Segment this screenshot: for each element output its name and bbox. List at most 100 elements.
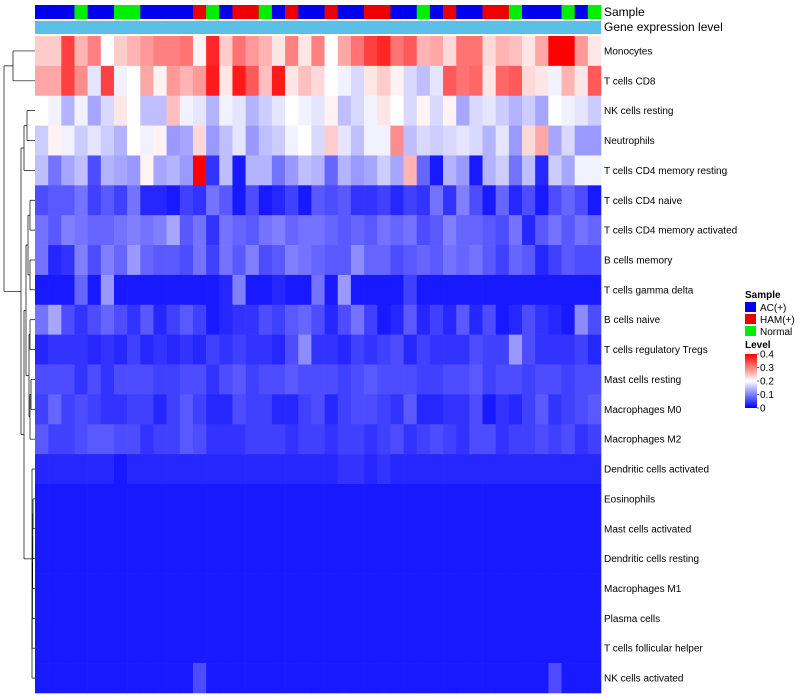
heatmap-cell: [456, 185, 470, 216]
heatmap-cell: [298, 245, 312, 276]
sample-annotation-cell: [311, 5, 325, 19]
heatmap-cell: [522, 513, 536, 544]
heatmap-cell: [416, 36, 431, 67]
heatmap-cell: [245, 543, 260, 574]
heatmap-cell: [35, 603, 49, 634]
sample-annotation-cell: [561, 5, 575, 19]
heatmap-cell: [311, 65, 325, 97]
heatmap-cell: [271, 454, 286, 485]
heatmap-cell: [495, 603, 510, 634]
heatmap-cell: [113, 454, 128, 485]
heatmap-cell: [271, 633, 286, 664]
heatmap-cell: [140, 304, 154, 335]
heatmap-cell: [192, 36, 207, 67]
heatmap-cell: [219, 274, 233, 306]
heatmap-cell: [548, 543, 562, 574]
heatmap-cell: [100, 215, 115, 246]
heatmap-cell: [403, 155, 418, 186]
heatmap-cell: [179, 334, 194, 365]
heatmap-cell: [522, 364, 536, 395]
heatmap-cell: [548, 215, 562, 246]
heatmap-cell: [61, 573, 75, 604]
heatmap-cell: [258, 334, 273, 365]
heatmap-cell: [495, 483, 510, 515]
heatmap-cell: [192, 454, 207, 485]
heatmap-cell: [403, 185, 418, 216]
heatmap-cell: [403, 454, 418, 485]
heatmap-cell: [298, 633, 312, 664]
heatmap-cell: [482, 125, 496, 156]
heatmap-cell: [245, 483, 260, 515]
heatmap-cell: [443, 245, 457, 276]
heatmap-cell: [74, 633, 88, 664]
heatmap-cell: [377, 543, 391, 574]
sample-annotation-cell: [232, 5, 246, 19]
heatmap-cell: [166, 603, 181, 634]
heatmap-cell: [61, 185, 75, 216]
sample-annotation-cell: [140, 5, 154, 19]
heatmap-cell: [574, 633, 589, 664]
heatmap-cell: [482, 36, 496, 67]
heatmap-cell: [364, 185, 378, 216]
heatmap-cell: [574, 394, 589, 425]
heatmap-cell: [298, 95, 312, 126]
heatmap-cell: [324, 483, 339, 515]
heatmap-cell: [574, 573, 589, 604]
heatmap-cell: [561, 573, 575, 604]
heatmap-cell: [429, 543, 444, 574]
sample-annotation-cell: [285, 5, 299, 19]
heatmap-cell: [87, 633, 102, 664]
heatmap-cell: [443, 633, 457, 664]
heatmap-cell: [258, 603, 273, 634]
heatmap-cell: [35, 36, 49, 67]
heatmap-cell: [390, 65, 404, 97]
heatmap-cell: [271, 334, 286, 365]
heatmap-cell: [561, 95, 575, 126]
heatmap-cell: [245, 36, 260, 67]
heatmap-cell: [390, 304, 404, 335]
heatmap-cell: [469, 573, 483, 604]
heatmap-cell: [219, 513, 233, 544]
heatmap-cell: [548, 483, 562, 515]
heatmap-cell: [219, 454, 233, 485]
heatmap-cell: [140, 394, 154, 425]
sample-annotation-cell: [469, 5, 483, 19]
heatmap-cell: [271, 663, 286, 694]
heatmap-cell: [298, 125, 312, 156]
heatmap-cell: [298, 36, 312, 67]
heatmap-cell: [87, 125, 102, 156]
heatmap-cell: [61, 603, 75, 634]
row-label: Neutrophils: [604, 136, 655, 147]
heatmap-cell: [74, 424, 88, 455]
heatmap-cell: [456, 364, 470, 395]
heatmap-cell: [206, 185, 220, 216]
heatmap-cell: [140, 155, 154, 186]
heatmap-cell: [127, 125, 141, 156]
heatmap-cell: [456, 483, 470, 515]
heatmap-cell: [443, 334, 457, 365]
heatmap-cell: [140, 185, 154, 216]
heatmap-cell: [140, 454, 154, 485]
heatmap-cell: [535, 334, 549, 365]
heatmap-cell: [469, 155, 483, 186]
heatmap-cell: [403, 663, 418, 694]
heatmap-cell: [113, 95, 128, 126]
sample-annotation-cell: [192, 5, 207, 19]
heatmap-cell: [166, 185, 181, 216]
heatmap-cell: [508, 543, 523, 574]
heatmap-cell: [127, 454, 141, 485]
heatmap-cell: [219, 185, 233, 216]
heatmap-cell: [100, 603, 115, 634]
heatmap-cell: [429, 185, 444, 216]
heatmap-cell: [87, 603, 102, 634]
heatmap-cell: [364, 424, 378, 455]
heatmap-cell: [100, 245, 115, 276]
heatmap-cell: [574, 483, 589, 515]
sample-annotation-cell: [153, 5, 167, 19]
row-labels: Monocytes T cells CD8 NK cells resting Neut…: [604, 46, 737, 684]
heatmap-cell: [324, 364, 339, 395]
heatmap-cell: [364, 215, 378, 246]
heatmap-cell: [192, 215, 207, 246]
heatmap-cell: [390, 125, 404, 156]
heatmap-cell: [258, 633, 273, 664]
